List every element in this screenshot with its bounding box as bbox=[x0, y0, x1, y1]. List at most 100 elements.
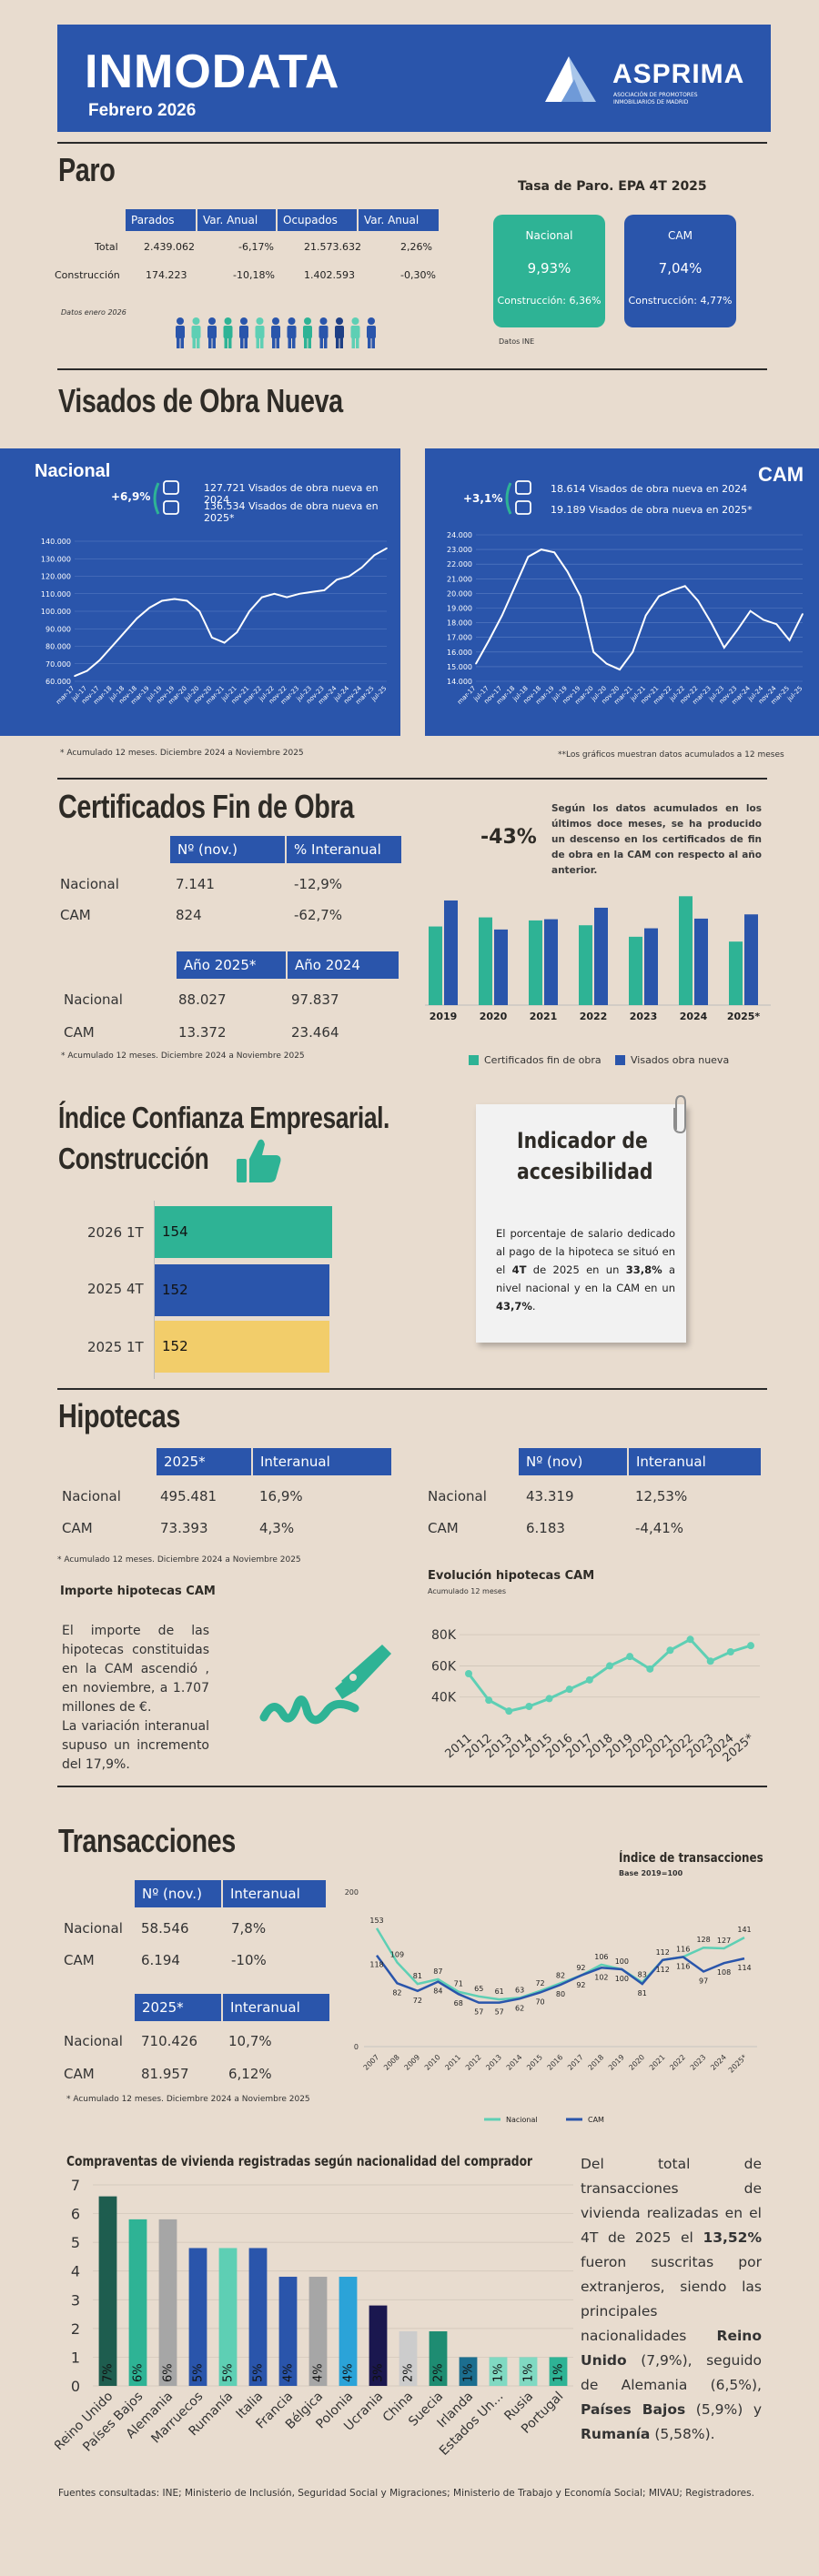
nationality-bar bbox=[369, 2305, 388, 2386]
visados-cam-label: CAM bbox=[758, 463, 804, 486]
data-point bbox=[310, 591, 313, 593]
nationality-bar bbox=[519, 2357, 538, 2386]
data-point bbox=[592, 651, 595, 653]
data-point bbox=[605, 662, 608, 665]
x-tick-label: 2014 bbox=[505, 2053, 524, 2072]
evolucion-hipotecas-chart: 80K60K40K2011201220132014201520162017201… bbox=[431, 1628, 760, 1766]
th: Interanual bbox=[223, 1994, 329, 2021]
person-icon bbox=[180, 337, 184, 348]
ice-bar-value: 152 bbox=[162, 1338, 188, 1354]
hand-icon bbox=[505, 480, 531, 515]
tasa-nacional-card: Nacional 9,93% Construcción: 6,36% bbox=[493, 215, 605, 327]
tasa-cam-cons: Construcción: 4,77% bbox=[628, 295, 733, 307]
y-tick-label: 130.000 bbox=[41, 555, 71, 563]
y-tick-label: 110.000 bbox=[41, 590, 71, 599]
y-tick-label: 23.000 bbox=[447, 546, 472, 554]
th: Nº (nov.) bbox=[135, 1880, 223, 1907]
cfo-bar bbox=[444, 900, 458, 1005]
acc-text-part: . bbox=[531, 1300, 536, 1313]
data-point bbox=[527, 556, 530, 558]
data-point bbox=[74, 675, 76, 678]
data-point bbox=[566, 570, 569, 573]
data-label: 100 bbox=[615, 1957, 629, 1966]
person-icon bbox=[197, 337, 200, 348]
tasa-cam-card: CAM 7,04% Construcción: 4,77% bbox=[624, 215, 736, 327]
y-tick-label: 2 bbox=[71, 2320, 80, 2338]
cfo-bar bbox=[429, 926, 442, 1005]
bar-value-label: 3% bbox=[372, 2363, 386, 2382]
nationality-bar bbox=[98, 2196, 117, 2386]
data-label: 83 bbox=[638, 1970, 647, 1978]
person-icon bbox=[177, 337, 180, 348]
data-point bbox=[683, 585, 686, 588]
data-label: 92 bbox=[576, 1964, 585, 1972]
data-point bbox=[485, 1696, 493, 1705]
compra-text-part: Del total de transacciones de vivienda r… bbox=[581, 2156, 762, 2246]
data-point bbox=[686, 1635, 694, 1644]
data-point bbox=[298, 592, 300, 595]
data-label: 72 bbox=[413, 1997, 422, 2005]
ice-bar-value: 152 bbox=[162, 1282, 188, 1298]
person-icon bbox=[272, 317, 279, 325]
cfo-bar bbox=[544, 919, 558, 1005]
bar-value-label: 4% bbox=[312, 2363, 326, 2382]
data-label: 70 bbox=[535, 1998, 544, 2007]
cfo-cell: 97.837 bbox=[291, 991, 339, 1008]
person-icon bbox=[207, 326, 217, 338]
person-icon bbox=[224, 317, 232, 325]
data-label: 118 bbox=[369, 1961, 383, 1969]
data-point bbox=[749, 609, 752, 612]
hip-row-label: Nacional bbox=[62, 1488, 121, 1504]
data-point bbox=[606, 1662, 613, 1670]
cfo-row-label: CAM bbox=[60, 907, 91, 923]
data-point bbox=[580, 595, 581, 598]
y-tick-label: 4 bbox=[71, 2263, 80, 2280]
logo-name: ASPRIMA bbox=[612, 59, 745, 89]
data-label: 141 bbox=[737, 1926, 751, 1934]
data-label: 87 bbox=[433, 1967, 442, 1976]
ice-label: 2025 1T bbox=[87, 1339, 144, 1355]
data-label: 97 bbox=[699, 1977, 708, 1986]
hip-row-label: CAM bbox=[428, 1520, 459, 1536]
data-point bbox=[632, 651, 634, 653]
acc-text-part: de 2025 en un bbox=[526, 1263, 626, 1276]
person-icon bbox=[319, 317, 328, 325]
hip-cell: 6.183 bbox=[526, 1520, 565, 1536]
divider bbox=[57, 1388, 767, 1390]
paro-cell: -0,30% bbox=[400, 269, 436, 281]
legend-label: CAM bbox=[588, 2116, 604, 2124]
data-label: 116 bbox=[676, 1945, 690, 1953]
person-icon bbox=[272, 337, 276, 348]
acc-title-1: Indicador de bbox=[517, 1128, 648, 1153]
data-point bbox=[186, 599, 188, 602]
y-tick-label: 20.000 bbox=[447, 589, 472, 598]
data-label: 153 bbox=[369, 1917, 383, 1925]
person-icon bbox=[368, 337, 371, 348]
data-label: 81 bbox=[413, 1972, 422, 1980]
data-point bbox=[248, 610, 250, 612]
hip-row-label: Nacional bbox=[428, 1488, 487, 1504]
x-tick-label: 2015 bbox=[525, 2053, 544, 2072]
person-icon bbox=[176, 326, 185, 338]
x-tick-label: 2023 bbox=[630, 1011, 658, 1022]
importe-text-2: La variación interanual supuso un increm… bbox=[62, 1719, 209, 1772]
x-tick-label: 2017 bbox=[566, 2053, 585, 2072]
nationality-bar bbox=[128, 2219, 147, 2386]
trans-row-label: CAM bbox=[64, 1952, 95, 1968]
acc-text-bold: 43,7% bbox=[496, 1300, 532, 1313]
data-point bbox=[148, 607, 151, 609]
y-tick-label: 120.000 bbox=[41, 573, 71, 581]
section-title-hipotecas: Hipotecas bbox=[58, 1397, 181, 1434]
bar-value-label: 1% bbox=[522, 2363, 536, 2382]
bar-value-label: 1% bbox=[492, 2363, 506, 2382]
y-tick-label: 14.000 bbox=[447, 678, 472, 686]
person-icon bbox=[212, 337, 216, 348]
hip-row-label: CAM bbox=[62, 1520, 93, 1536]
hip-cell: 43.319 bbox=[526, 1488, 574, 1504]
nationality-bar bbox=[188, 2248, 207, 2386]
data-label: 61 bbox=[495, 1987, 504, 1996]
data-point bbox=[488, 639, 490, 641]
th-var-anual-2: Var. Anual bbox=[359, 209, 439, 231]
divider bbox=[57, 142, 767, 144]
trans-cell: 6,12% bbox=[228, 2066, 272, 2082]
